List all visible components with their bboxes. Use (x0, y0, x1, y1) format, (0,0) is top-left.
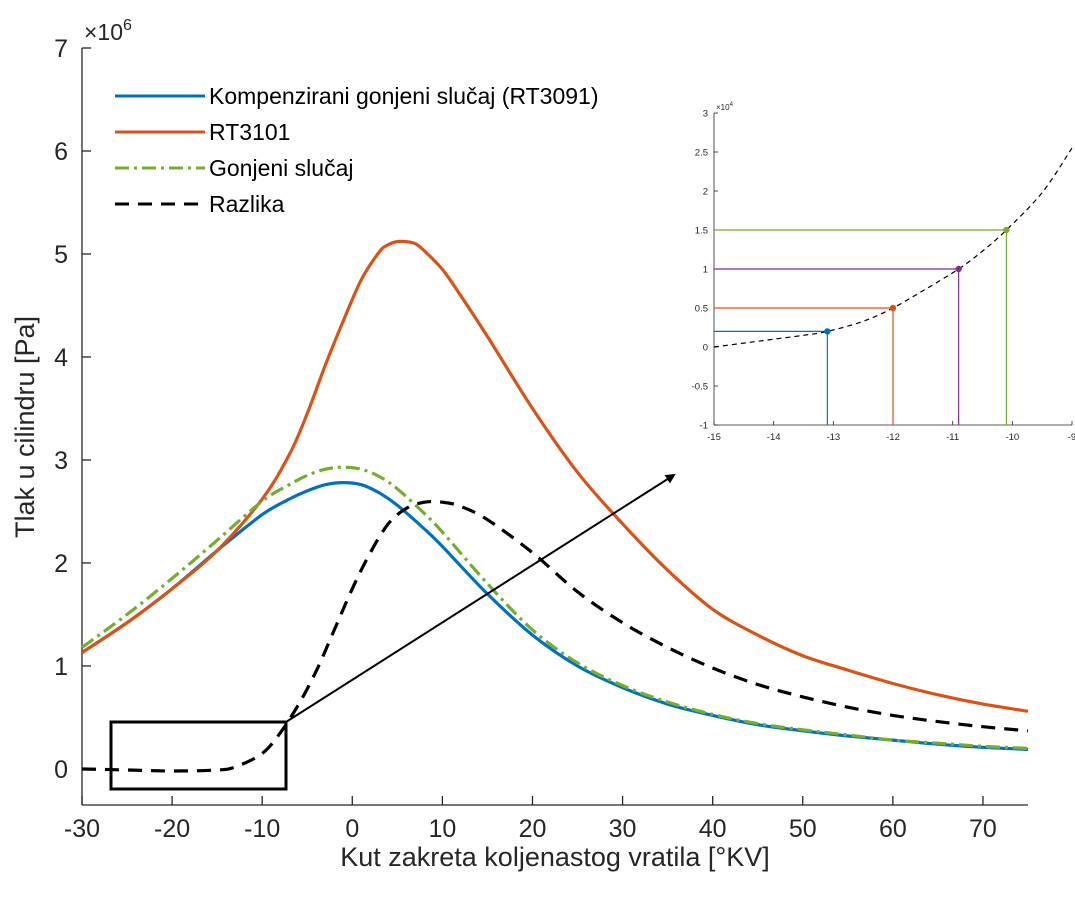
main-x-tick-label: 50 (789, 815, 817, 843)
main-y-tick-label: 4 (54, 344, 68, 372)
inset-axes: -15 -14 -13 -12 -11 -10 -9 -1 -0.5 0 0.5 1 1.5 2 2.5 3… (692, 102, 1075, 443)
inset-marker-point-2 (955, 265, 962, 273)
main-series (81, 239, 1029, 773)
inset-x-tick-label: -15 (707, 432, 721, 443)
zoom-region-box (109, 720, 288, 791)
inset-x-tick-label: -13 (826, 432, 840, 443)
main-x-tick-label: -10 (244, 815, 280, 843)
main-y-tick-label: 6 (54, 138, 68, 166)
main-y-tick-label: 7 (54, 35, 68, 63)
main-x-tick-label: 40 (699, 815, 727, 843)
inset-y-tick-label: 2.5 (695, 148, 708, 159)
legend-label-2: Gonjeni slučaj (209, 155, 353, 181)
inset-y-tick-label: 3 (703, 109, 708, 120)
main-y-tick-label: 2 (54, 550, 68, 578)
inset-y-tick-label: 0 (703, 343, 708, 354)
inset-y-tick-label: -0.5 (692, 382, 708, 393)
main-y-tick-label: 3 (54, 447, 68, 475)
main-x-tick-label: 20 (519, 815, 547, 843)
inset-marker-point-3 (1003, 226, 1010, 234)
main-series-line-1 (81, 239, 1029, 713)
inset-y-tick-label: 0.5 (695, 304, 708, 315)
main-x-tick-label: -20 (154, 815, 190, 843)
main-x-tick-label: 30 (609, 815, 637, 843)
main-x-tick-label: 70 (969, 815, 997, 843)
inset-x-tick-label: -10 (1005, 432, 1019, 443)
main-y-tick-label: 0 (54, 756, 68, 784)
inset-y-tick-label: 2 (703, 187, 708, 198)
inset-y-tick-label: 1 (703, 265, 708, 276)
legend-label-3: Razlika (209, 191, 285, 217)
legend: Kompenzirani gonjeni slučaj (RT3091) RT3… (115, 83, 599, 217)
inset-marker-point-1 (889, 304, 897, 312)
main-y-ticks: 0 1 2 3 4 5 6 7 (54, 35, 91, 784)
main-y-axis-label: Tlak u cilindru [Pa] (10, 316, 40, 538)
zoom-arrow (285, 473, 676, 723)
main-x-tick-label: -30 (64, 815, 100, 843)
inset-y-exponent: ×104 (716, 102, 734, 112)
legend-label-0: Kompenzirani gonjeni slučaj (RT3091) (209, 83, 599, 109)
main-y-tick-label: 1 (54, 653, 68, 681)
main-y-tick-label: 5 (54, 241, 68, 269)
legend-label-1: RT3101 (209, 119, 290, 145)
inset-marker-point-0 (824, 328, 831, 335)
inset-x-tick-label: -14 (767, 432, 781, 443)
inset-y-tick-label: 1.5 (695, 226, 708, 237)
main-x-tick-label: 10 (428, 815, 456, 843)
inset-series (713, 147, 1073, 348)
main-x-tick-label: 60 (879, 815, 907, 843)
main-x-ticks: -30 -20 -10 0 10 20 30 40 50 60 70 (64, 796, 997, 843)
main-x-axis-label: Kut zakreta koljenastog vratila [°KV] (340, 842, 770, 872)
inset-y-tick-label: -1 (700, 421, 708, 432)
inset-x-tick-label: -12 (886, 432, 900, 443)
main-x-tick-label: 0 (345, 815, 359, 843)
main-series-line-2 (81, 465, 1029, 750)
main-series-line-3 (81, 499, 1029, 773)
inset-x-ticks: -15 -14 -13 -12 -11 -10 -9 (707, 421, 1075, 443)
inset-x-tick-label: -11 (946, 432, 959, 443)
main-series-line-0 (81, 481, 1029, 751)
inset-markers (714, 229, 1007, 425)
inset-x-tick-label: -9 (1068, 432, 1075, 443)
main-y-exponent: ×106 (84, 17, 132, 45)
